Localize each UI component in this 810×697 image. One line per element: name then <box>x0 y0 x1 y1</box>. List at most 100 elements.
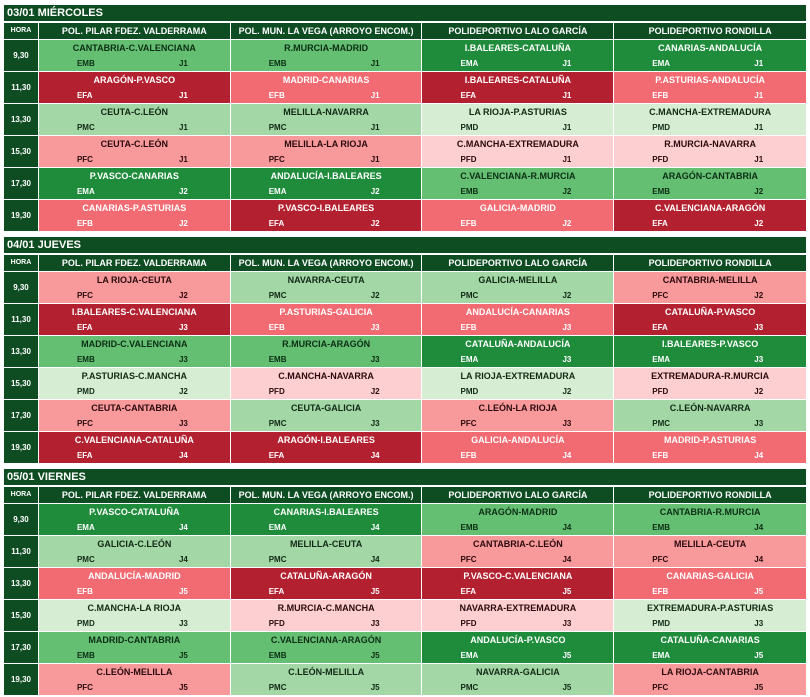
match-jornada: J2 <box>370 187 380 196</box>
match-group: PMC <box>652 419 671 428</box>
match-jornada: J5 <box>370 683 380 692</box>
time-slot-row: 17,30 P.VASCO-CANARIAS EMA J2 ANDALUCÍA-I.BA… <box>4 167 807 199</box>
match-teams: CANTABRIA-C.VALENCIANA <box>72 43 196 53</box>
match-cell: MELILLA-LA RIOJA PFC J1 <box>230 136 423 167</box>
time-slot-row: 17,30 MADRID-CANTABRIA EMB J5 C.VALENCIANA-A… <box>4 631 807 663</box>
match-teams: P.VASCO-CATALUÑA <box>89 507 180 517</box>
match-jornada: J5 <box>754 651 764 660</box>
venue-header: POL. PILAR FDEZ. VALDERRAMA <box>38 487 231 503</box>
time-slot-row: 19,30 CANARIAS-P.ASTURIAS EFB J2 P.VASCO-I.B… <box>4 199 807 231</box>
match-teams: MELILLA-LA RIOJA <box>284 139 368 149</box>
time-cell: 13,30 <box>4 568 39 599</box>
day-section: 05/01 VIERNES HORA POL. PILAR FDEZ. VALDER… <box>4 469 807 695</box>
match-teams: P.VASCO-CANARIAS <box>89 171 179 181</box>
match-group: EFA <box>76 451 93 460</box>
match-teams: C.MANCHA-LA RIOJA <box>87 603 182 613</box>
match-group: EMA <box>460 59 479 68</box>
match-group: PMC <box>268 123 287 132</box>
time-slot-row: 11,30 ARAGÓN-P.VASCO EFA J1 MADRID-CANARIAS E… <box>4 71 807 103</box>
match-teams: I.BALEARES-P.VASCO <box>662 339 759 349</box>
match-group: PFC <box>76 683 93 692</box>
match-jornada: J3 <box>562 355 572 364</box>
hora-header: HORA <box>4 255 39 271</box>
match-jornada: J5 <box>562 587 572 596</box>
match-teams: CEUTA-CANTABRIA <box>91 403 178 413</box>
time-cell: 11,30 <box>4 304 39 335</box>
match-teams: LA RIOJA-CANTABRIA <box>661 667 759 677</box>
match-teams: C.LEÓN-LA RIOJA <box>478 403 558 413</box>
venue-header: POLIDEPORTIVO RONDILLA <box>614 23 807 39</box>
match-teams: R.MURCIA-MADRID <box>284 43 369 53</box>
match-teams: LA RIOJA-CEUTA <box>96 275 172 285</box>
match-cell: NAVARRA-CEUTA PMC J2 <box>230 272 423 303</box>
match-group: PFC <box>268 155 285 164</box>
match-teams: GALICIA-MELILLA <box>478 275 558 285</box>
match-cell: CATALUÑA-P.VASCO EFA J3 <box>614 304 807 335</box>
match-cell: C.LEÓN-MELILLA PMC J5 <box>230 664 423 695</box>
match-cell: C.VALENCIANA-ARAGÓN EFA J2 <box>614 200 807 231</box>
venue-header: POL. PILAR FDEZ. VALDERRAMA <box>38 255 231 271</box>
match-jornada: J2 <box>562 291 572 300</box>
match-group: EFB <box>268 323 285 332</box>
match-jornada: J4 <box>562 523 572 532</box>
match-jornada: J1 <box>562 59 572 68</box>
match-group: EFB <box>460 219 477 228</box>
match-jornada: J3 <box>370 619 380 628</box>
match-group: EFA <box>652 323 668 332</box>
match-teams: P.VASCO-I.BALEARES <box>278 203 375 213</box>
match-group: PFC <box>76 291 93 300</box>
match-group: PMC <box>460 683 479 692</box>
time-cell: 19,30 <box>4 664 39 695</box>
time-cell: 19,30 <box>4 432 39 463</box>
match-jornada: J3 <box>562 419 572 428</box>
match-jornada: J1 <box>178 59 188 68</box>
match-jornada: J4 <box>562 451 572 460</box>
match-teams: CEUTA-C.LEÓN <box>100 139 168 149</box>
match-jornada: J3 <box>562 619 572 628</box>
match-group: PFC <box>460 419 477 428</box>
match-jornada: J2 <box>562 187 572 196</box>
match-jornada: J1 <box>562 123 572 132</box>
match-teams: P.VASCO-C.VALENCIANA <box>463 571 573 581</box>
hora-header: HORA <box>4 23 39 39</box>
match-jornada: J4 <box>370 523 380 532</box>
match-teams: ANDALUCÍA-CANARIAS <box>465 307 570 317</box>
match-teams: P.ASTURIAS-C.MANCHA <box>81 371 187 381</box>
match-cell: MADRID-CANTABRIA EMB J5 <box>38 632 231 663</box>
match-cell: ARAGÓN-I.BALEARES EFA J4 <box>230 432 423 463</box>
match-teams: P.ASTURIAS-GALICIA <box>279 307 373 317</box>
match-jornada: J1 <box>754 59 764 68</box>
match-teams: CATALUÑA-CANARIAS <box>660 635 760 645</box>
match-cell: CANARIAS-GALICIA EFB J5 <box>614 568 807 599</box>
match-cell: CANTABRIA-C.LEÓN PFC J4 <box>422 536 615 567</box>
day-section: 03/01 MIÉRCOLES HORA POL. PILAR FDEZ. VALD… <box>4 5 807 231</box>
match-jornada: J3 <box>562 323 572 332</box>
match-jornada: J5 <box>370 651 380 660</box>
match-teams: CANTABRIA-MELILLA <box>662 275 758 285</box>
match-jornada: J2 <box>562 219 572 228</box>
match-group: EFA <box>460 91 477 100</box>
match-group: PFC <box>652 291 669 300</box>
match-jornada: J2 <box>178 187 188 196</box>
match-jornada: J3 <box>754 355 764 364</box>
match-jornada: J5 <box>178 683 188 692</box>
time-cell: 17,30 <box>4 632 39 663</box>
venue-header: POLIDEPORTIVO RONDILLA <box>614 255 807 271</box>
match-cell: LA RIOJA-EXTREMADURA PMD J2 <box>422 368 615 399</box>
match-cell: CANARIAS-P.ASTURIAS EFB J2 <box>38 200 231 231</box>
venue-header: POL. MUN. LA VEGA (ARROYO ENCOM.) <box>230 487 423 503</box>
match-cell: I.BALEARES-CATALUÑA EFA J1 <box>422 72 615 103</box>
match-jornada: J4 <box>178 523 188 532</box>
match-teams: MADRID-C.VALENCIANA <box>81 339 188 349</box>
match-jornada: J2 <box>754 291 764 300</box>
match-cell: MELILLA-NAVARRA PMC J1 <box>230 104 423 135</box>
match-teams: CATALUÑA-P.VASCO <box>664 307 756 317</box>
match-jornada: J1 <box>754 123 764 132</box>
match-teams: MADRID-CANARIAS <box>282 75 370 85</box>
match-jornada: J2 <box>178 219 188 228</box>
match-group: EFA <box>460 587 477 596</box>
match-teams: NAVARRA-EXTREMADURA <box>459 603 577 613</box>
match-cell: I.BALEARES-CATALUÑA EMA J1 <box>422 40 615 71</box>
match-teams: CANTABRIA-C.LEÓN <box>472 539 563 549</box>
time-cell: 9,30 <box>4 272 39 303</box>
